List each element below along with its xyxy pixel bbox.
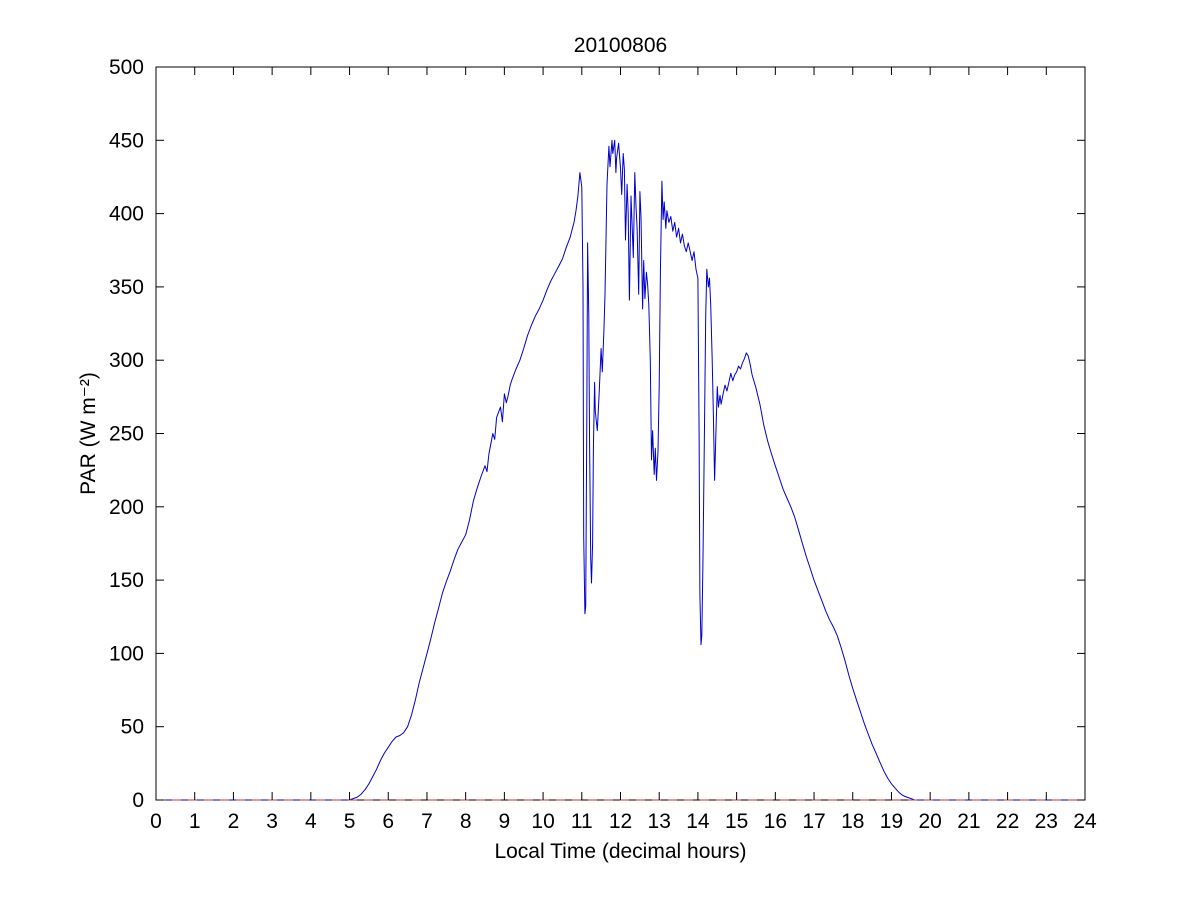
x-tick-label: 4	[305, 810, 317, 833]
x-tick-label: 13	[648, 810, 671, 833]
x-tick-label: 3	[266, 810, 278, 833]
x-tick-label: 22	[996, 810, 1019, 833]
x-tick-label: 23	[1035, 810, 1058, 833]
data-series	[156, 139, 1085, 801]
y-tick-label: 100	[109, 642, 144, 665]
x-tick-label: 20	[918, 810, 941, 833]
x-tick-label: 11	[571, 810, 593, 833]
x-tick-label: 12	[609, 810, 632, 833]
x-tick-label: 9	[499, 810, 511, 833]
tick-labels: 0 1 2 3 4 5 6 7 8 9 10 11 12 13 14 15 16 17 18 19 20 21 22 23 24…	[109, 56, 1097, 833]
tick-marks	[155, 66, 1086, 801]
x-tick-label: 5	[344, 810, 356, 833]
x-tick-label: 19	[880, 810, 903, 833]
y-tick-label: 150	[109, 569, 144, 592]
x-tick-label: 10	[531, 810, 554, 833]
y-tick-label: 500	[109, 56, 144, 79]
y-tick-label: 50	[121, 716, 144, 739]
x-tick-label: 15	[725, 810, 748, 833]
x-tick-label: 21	[957, 810, 980, 833]
y-tick-label: 200	[109, 496, 144, 519]
x-tick-label: 16	[764, 810, 787, 833]
x-tick-label: 8	[460, 810, 472, 833]
y-tick-label: 250	[109, 423, 144, 446]
chart-title: 20100806	[574, 34, 667, 57]
x-tick-label: 1	[189, 810, 201, 833]
y-tick-label: 450	[109, 129, 144, 152]
x-tick-label: 24	[1073, 810, 1097, 833]
x-tick-label: 7	[421, 810, 433, 833]
y-tick-label: 0	[132, 789, 144, 812]
y-tick-label: 300	[109, 349, 144, 372]
x-tick-label: 2	[228, 810, 240, 833]
y-tick-label: 400	[109, 203, 144, 226]
x-axis-label: Local Time (decimal hours)	[494, 840, 746, 863]
y-tick-label: 350	[109, 276, 144, 299]
x-tick-label: 18	[841, 810, 864, 833]
y-axis-label: PAR (W m⁻²)	[77, 372, 100, 495]
series-PAR	[156, 139, 1085, 801]
x-tick-label: 17	[802, 810, 825, 833]
x-tick-label: 14	[686, 810, 710, 833]
x-tick-label: 0	[150, 810, 162, 833]
x-tick-label: 6	[382, 810, 394, 833]
